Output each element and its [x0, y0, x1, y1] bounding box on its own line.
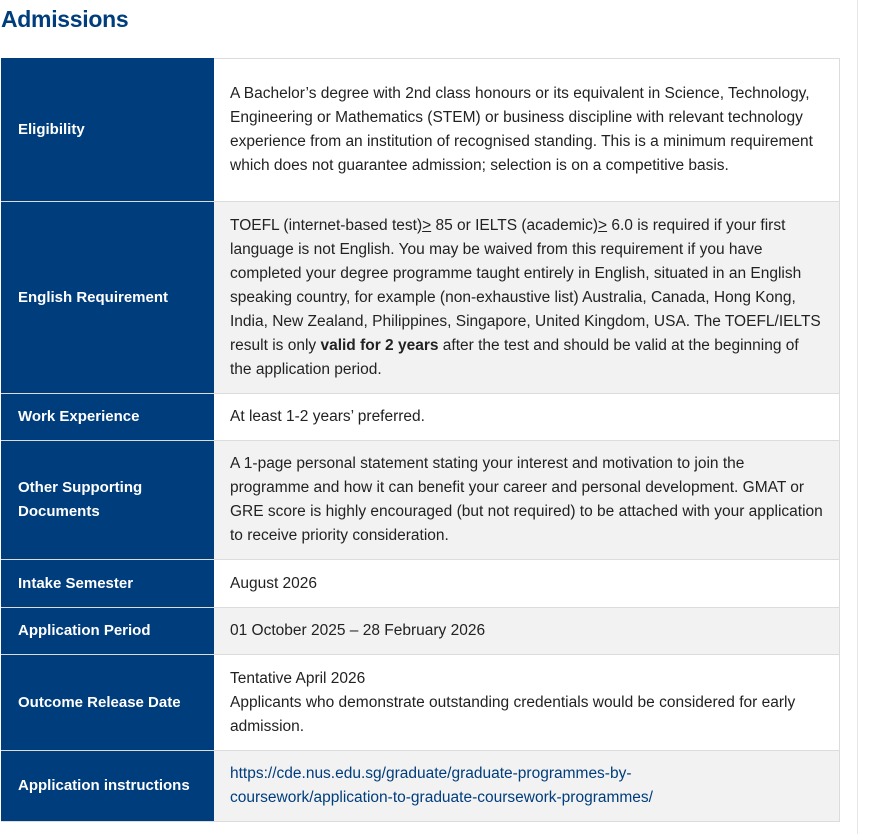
row-value: Tentative April 2026 Applicants who demon… — [213, 654, 840, 751]
row-label: Other Supporting Documents — [1, 440, 214, 560]
row-value: At least 1-2 years’ preferred. — [213, 393, 840, 441]
page-divider — [857, 0, 858, 834]
table-row: Intake Semester August 2026 — [1, 559, 840, 608]
table-row: Eligibility A Bachelor’s degree with 2nd… — [1, 58, 840, 202]
text: after the test and should be valid at th… — [230, 336, 799, 378]
ge-sign: > — [422, 216, 432, 234]
admissions-table: Eligibility A Bachelor’s degree with 2nd… — [1, 58, 840, 822]
text: Applicants who demonstrate outstanding c… — [230, 693, 796, 735]
row-value: 01 October 2025 – 28 February 2026 — [213, 607, 840, 655]
table-row: Other Supporting Documents A 1-page pers… — [1, 440, 840, 560]
row-label: Application Period — [1, 607, 214, 655]
page-title: Admissions — [1, 6, 129, 32]
ge-sign: > — [598, 216, 608, 234]
table-row: English Requirement TOEFL (internet-base… — [1, 201, 840, 394]
text: Tentative April 2026 — [230, 669, 366, 687]
text: TOEFL (internet-based test) — [230, 216, 423, 234]
row-value: A Bachelor’s degree with 2nd class honou… — [213, 58, 840, 202]
row-label: Eligibility — [1, 58, 214, 202]
table-row: Application Period 01 October 2025 – 28 … — [1, 607, 840, 655]
application-instructions-link[interactable]: https://cde.nus.edu.sg/graduate/graduate… — [230, 765, 653, 806]
text: 6.0 is required if your first language i… — [230, 216, 821, 354]
row-label: English Requirement — [1, 201, 214, 394]
row-label: Intake Semester — [1, 559, 214, 608]
row-value: A 1-page personal statement stating your… — [213, 440, 840, 560]
row-value: August 2026 — [213, 559, 840, 608]
table-row: Work Experience At least 1-2 years’ pref… — [1, 393, 840, 441]
row-label: Outcome Release Date — [1, 654, 214, 751]
table-row: Outcome Release Date Tentative April 202… — [1, 654, 840, 751]
bold-text: valid for 2 years — [320, 336, 439, 354]
row-label: Work Experience — [1, 393, 214, 441]
table-row: Application instructions https://cde.nus… — [1, 750, 840, 822]
row-value: TOEFL (internet-based test)> 85 or IELTS… — [213, 201, 840, 394]
row-label: Application instructions — [1, 750, 214, 822]
text: 85 or IELTS (academic) — [431, 216, 599, 234]
row-value: https://cde.nus.edu.sg/graduate/graduate… — [213, 750, 840, 822]
